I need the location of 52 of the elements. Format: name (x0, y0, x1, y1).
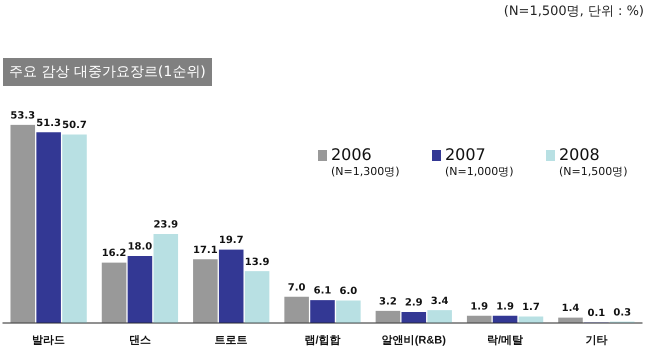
data-label: 7.0 (288, 282, 306, 294)
x-tick-label: 락/메탈 (487, 334, 524, 346)
bar (36, 132, 61, 323)
bar (336, 300, 361, 323)
data-label: 17.1 (193, 244, 218, 256)
bar (62, 134, 87, 323)
bar (193, 259, 218, 323)
bar (466, 316, 492, 323)
chart-title: 주요 감상 대중가요장르(1순위) (3, 58, 212, 86)
data-label: 1.4 (562, 303, 580, 314)
bar (310, 300, 335, 323)
x-tick-label: 댄스 (128, 334, 151, 346)
data-label: 3.4 (430, 296, 449, 307)
x-tick-label: 기타 (585, 334, 608, 346)
bar (376, 310, 400, 323)
data-label: 23.9 (153, 220, 178, 231)
bar (128, 256, 152, 323)
data-label: 50.7 (62, 120, 87, 132)
bar (218, 250, 244, 323)
data-label: 6.1 (314, 286, 332, 297)
bar (102, 262, 126, 323)
bar (492, 316, 518, 323)
bar (427, 310, 452, 323)
x-tick-label: 알앤비(R&B) (382, 334, 446, 346)
data-label: 6.0 (340, 286, 358, 298)
bar (154, 234, 178, 323)
data-label: 1.7 (522, 302, 540, 314)
legend-label: 2006 (N=1,300명) (331, 145, 400, 179)
x-tick-label: 랩/힙합 (304, 334, 341, 346)
data-label: 3.2 (379, 296, 397, 308)
bar (10, 124, 36, 323)
data-label: 2.9 (404, 298, 423, 309)
bar (518, 316, 544, 323)
data-label: 1.9 (496, 301, 514, 312)
data-label: 53.3 (10, 110, 36, 122)
data-label: 18.0 (128, 242, 152, 253)
bar (402, 312, 426, 323)
data-label: 16.2 (102, 248, 126, 260)
bar (284, 296, 309, 323)
text: (N=1,500명, 단위 : %) (504, 3, 644, 20)
data-label: 19.7 (218, 235, 244, 246)
data-label: 51.3 (36, 118, 62, 129)
x-tick-label: 발라드 (32, 334, 66, 346)
bar (244, 271, 270, 323)
legend-label: 2008 (N=1,500명) (559, 145, 628, 179)
x-tick-label: 트로트 (214, 334, 248, 346)
legend-label: 2007 (N=1,000명) (445, 145, 514, 179)
data-label: 0.3 (613, 307, 632, 318)
data-label: 13.9 (244, 256, 270, 268)
data-label: 1.9 (470, 301, 488, 312)
data-label: 0.1 (588, 308, 606, 320)
bar (558, 318, 583, 323)
